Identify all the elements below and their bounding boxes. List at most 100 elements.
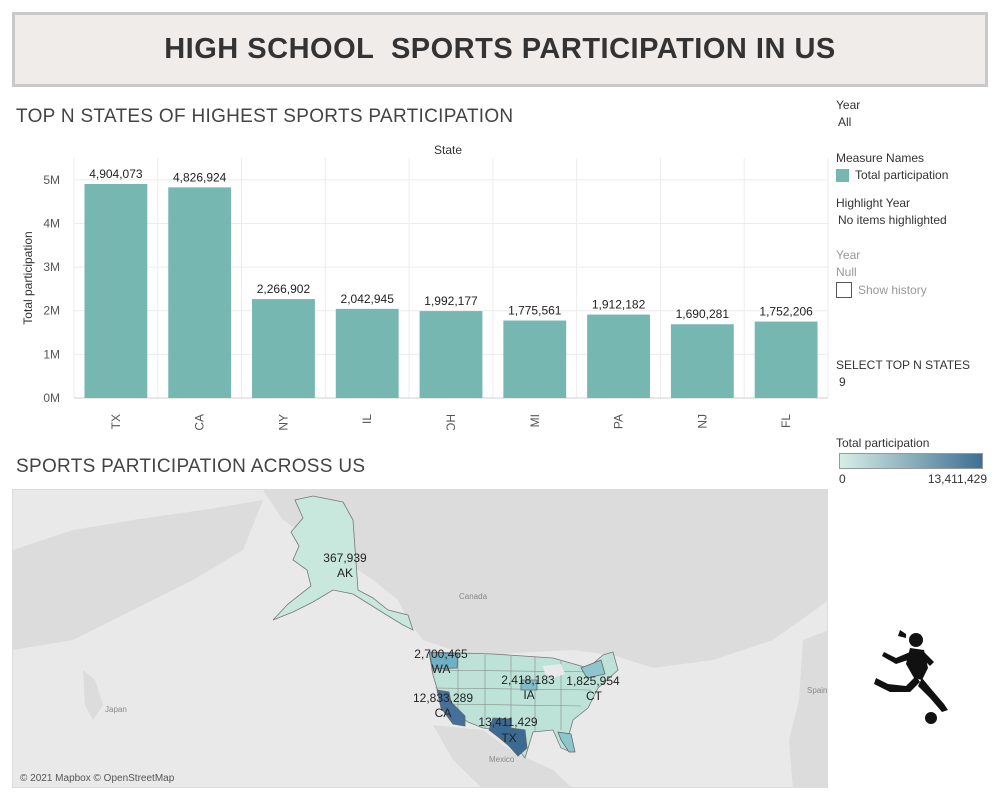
mexico-label: Mexico	[489, 755, 515, 764]
year-history-value[interactable]: Null	[836, 265, 857, 279]
x-tick-label: IL	[360, 414, 374, 424]
map-label-ia-value: 2,418,183	[501, 673, 555, 687]
bar-value-label: 2,266,902	[257, 282, 311, 296]
bar-tx[interactable]	[84, 184, 148, 398]
map-label-ak-value: 367,939	[323, 551, 367, 565]
bar-ca[interactable]	[168, 187, 232, 398]
spain-label: Spain	[807, 686, 827, 695]
x-tick-label: NY	[276, 414, 290, 430]
greenland-landmass	[673, 490, 783, 562]
x-tick-label: PA	[612, 414, 626, 429]
us-map[interactable]: Canada Japan Mexico Spain 367,939 AK 2,7…	[12, 489, 828, 788]
x-tick-label: NJ	[695, 414, 709, 429]
legend-swatch	[836, 168, 849, 182]
state-ca[interactable]	[436, 689, 466, 727]
map-label-ct-state: CT	[586, 689, 603, 703]
bar-il[interactable]	[335, 308, 399, 398]
dashboard-title: HIGH SCHOOL SPORTS PARTICIPATION IN US	[164, 33, 836, 65]
x-tick-label: FL	[779, 414, 793, 428]
y-axis: 0M 1M 2M 3M 4M 5M	[43, 173, 60, 405]
europe-landmass	[789, 630, 827, 787]
x-tick-label: MI	[528, 414, 542, 427]
y-tick-label: 3M	[43, 260, 60, 274]
mexico-landmass	[433, 725, 571, 787]
x-tick-label: TX	[109, 414, 123, 429]
state-ny[interactable]	[580, 659, 606, 679]
arctic-island-2	[493, 525, 558, 565]
y-tick-label: 2M	[43, 304, 60, 318]
map-label-ia-state: IA	[523, 688, 534, 702]
bar-mi[interactable]	[503, 320, 567, 398]
bar-value-label: 1,775,561	[508, 304, 562, 318]
color-legend-max: 13,411,429	[927, 472, 987, 486]
bar-value-label: 1,752,206	[759, 305, 813, 319]
state-great-lakes	[543, 664, 565, 678]
state-borders	[430, 654, 599, 738]
bar-series[interactable]: 4,904,073 4,826,924 2,266,902 2,042,945 1,99…	[84, 167, 818, 398]
asia-landmass	[13, 500, 263, 650]
bar-value-label: 2,042,945	[341, 292, 395, 306]
show-history-row[interactable]: Show history	[836, 282, 927, 298]
soccer-player-icon	[874, 630, 948, 724]
color-legend: Total participation 0 13,411,429	[836, 436, 987, 486]
bar-fl[interactable]	[754, 321, 818, 398]
top-n-parameter[interactable]: SELECT TOP N STATES 9	[836, 358, 970, 389]
state-ia[interactable]	[520, 679, 538, 691]
state-ak[interactable]	[272, 495, 414, 631]
bar-pa[interactable]	[587, 314, 650, 398]
bar-chart[interactable]: 0M 1M 2M 3M 4M 5M Total participation State 4…	[12, 140, 832, 430]
canada-label: Canada	[459, 592, 488, 601]
bar-value-label: 1,912,182	[592, 298, 646, 312]
japan-landmass	[83, 670, 103, 720]
bar-chart-title: TOP N STATES OF HIGHEST SPORTS PARTICIPA…	[16, 106, 514, 127]
state-wa[interactable]	[428, 651, 459, 670]
y-tick-label: 1M	[43, 347, 60, 361]
map-canvas[interactable]: Canada Japan Mexico Spain 367,939 AK 2,7…	[13, 490, 828, 788]
bar-value-label: 1,992,177	[424, 294, 478, 308]
y-tick-label: 0M	[43, 391, 60, 405]
bar-value-label: 4,826,924	[173, 170, 227, 184]
top-n-value[interactable]: 9	[839, 375, 846, 389]
x-tick-label: CA	[193, 414, 207, 430]
color-legend-min: 0	[839, 472, 846, 486]
map-attribution[interactable]: © 2021 Mapbox © OpenStreetMap	[20, 773, 175, 784]
map-label-tx-state: TX	[501, 731, 516, 745]
year-filter-value[interactable]: All	[838, 115, 852, 129]
japan-label: Japan	[105, 705, 127, 714]
highlight-year-value[interactable]: No items highlighted	[838, 213, 947, 227]
color-gradient	[839, 453, 983, 469]
map-label-wa-value: 2,700,465	[414, 647, 468, 661]
y-tick-label: 4M	[43, 216, 60, 230]
map-label-ca-state: CA	[435, 706, 452, 720]
year-filter[interactable]: Year All	[836, 98, 860, 129]
x-tick-label: OH	[444, 414, 458, 430]
map-label-wa-state: WA	[432, 662, 451, 676]
state-fl[interactable]	[557, 731, 576, 753]
arctic-island	[573, 490, 663, 535]
year-history-control[interactable]: Year Null Show history	[836, 248, 927, 298]
year-history-label: Year	[836, 248, 861, 262]
x-axis-label: State	[434, 143, 462, 157]
top-n-label: SELECT TOP N STATES	[836, 358, 971, 372]
measure-names-label: Measure Names	[836, 151, 925, 165]
state-tx[interactable]	[488, 717, 528, 757]
map-label-ak-state: AK	[337, 566, 353, 580]
dashboard-title-box: HIGH SCHOOL SPORTS PARTICIPATION IN US	[12, 12, 988, 87]
measure-names-legend: Measure Names Total participation	[836, 151, 948, 182]
year-filter-label: Year	[836, 98, 861, 112]
bar-nj[interactable]	[670, 324, 734, 398]
color-legend-label: Total participation	[836, 436, 930, 450]
bar-ny[interactable]	[252, 299, 315, 398]
bar-value-label: 4,904,073	[89, 167, 143, 181]
map-label-tx-value: 13,411,429	[478, 715, 537, 729]
show-history-checkbox[interactable]	[836, 282, 852, 298]
canada-landmass	[263, 490, 827, 668]
map-label-ct-value: 1,825,954	[566, 674, 620, 688]
measure-names-item[interactable]: Total participation	[836, 168, 948, 182]
bar-oh[interactable]	[419, 311, 483, 398]
measure-names-item-label: Total participation	[855, 168, 949, 182]
highlight-year[interactable]: Highlight Year No items highlighted	[836, 196, 947, 227]
bar-value-label: 1,690,281	[676, 307, 730, 321]
map-label-ca-value: 12,833,289	[413, 691, 473, 705]
